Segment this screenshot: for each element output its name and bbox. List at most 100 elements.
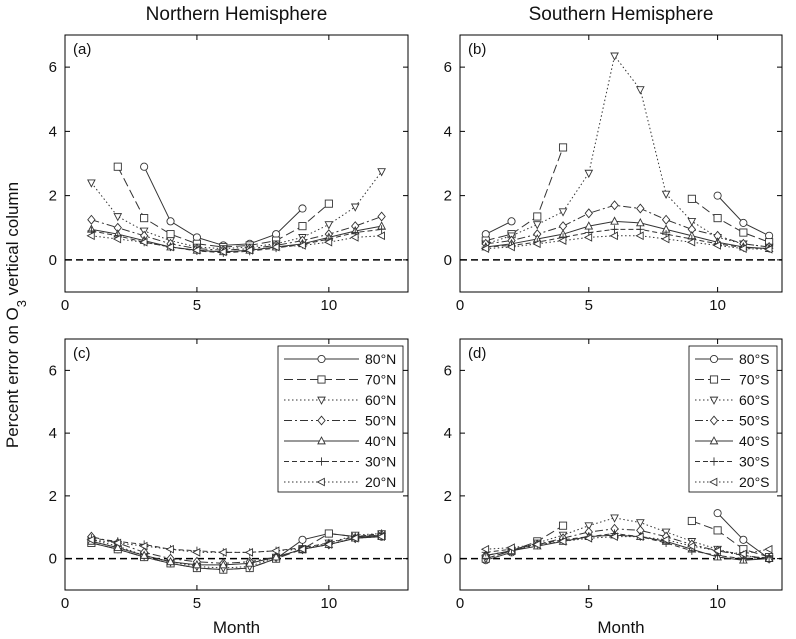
marker: [584, 522, 594, 531]
marker: [165, 544, 174, 554]
panel: Southern Hemisphere (b) 0 5 10 0 2 4 6: [444, 4, 783, 314]
y-tick-label: 4: [49, 123, 57, 140]
marker: [687, 217, 697, 227]
series-line: [485, 54, 770, 248]
marker: [139, 550, 149, 559]
panel-title: Northern Hemisphere: [146, 4, 328, 25]
marker: [218, 548, 227, 557]
y-tick-label: 6: [49, 362, 57, 379]
marker: [245, 558, 255, 567]
marker: [377, 211, 386, 222]
marker: [635, 532, 644, 542]
marker: [112, 234, 122, 244]
marker: [558, 521, 568, 530]
marker: [532, 221, 542, 230]
marker: [636, 225, 645, 234]
marker: [244, 548, 254, 557]
legend-label: 80°S: [739, 351, 770, 367]
panel: Northern Hemisphere (a) 0 5 10 0 2 4 6: [49, 4, 409, 314]
legend-marker: [709, 415, 719, 426]
marker: [113, 213, 123, 222]
y-tick-label: 0: [49, 252, 57, 269]
marker: [218, 559, 228, 569]
legend-marker: [709, 354, 719, 364]
y-axis-label: Percent error on O3 vertical column: [3, 182, 29, 448]
y-label-text: vertical column: [3, 182, 22, 300]
legend-marker: [317, 457, 326, 466]
marker: [166, 230, 175, 239]
marker: [635, 519, 645, 528]
marker: [687, 516, 696, 526]
marker: [480, 544, 490, 554]
marker: [609, 231, 618, 241]
x-tick-label: 5: [193, 297, 201, 314]
marker: [298, 535, 307, 544]
marker: [636, 203, 645, 214]
legend-label: 60°S: [739, 392, 770, 408]
marker: [323, 540, 333, 549]
marker: [610, 200, 619, 211]
marker: [713, 191, 722, 200]
marker: [87, 214, 96, 225]
marker: [324, 529, 333, 538]
marker: [661, 190, 671, 199]
legend-label: 70°S: [739, 372, 770, 388]
legend-box: [277, 345, 404, 493]
y-tick-label: 0: [444, 551, 452, 568]
marker: [687, 194, 696, 203]
legend-label: 40°N: [365, 433, 396, 449]
marker: [506, 543, 515, 552]
marker: [86, 231, 95, 241]
legend-label: 30°S: [739, 454, 770, 470]
marker: [350, 203, 360, 212]
series-line: [91, 228, 382, 254]
marker: [86, 535, 95, 545]
marker: [350, 233, 359, 242]
marker: [324, 199, 333, 208]
legend-marker: [317, 354, 326, 364]
y-tick-label: 0: [444, 252, 452, 269]
panel: (c) 0 5 10 0 2 4 6 Month 80°N 70°N 60°N 50°N 40°N 30°N…: [49, 338, 409, 637]
marker: [713, 214, 722, 223]
legend-marker: [317, 415, 326, 426]
legend-marker: [709, 436, 719, 445]
marker: [350, 533, 359, 543]
marker: [635, 86, 645, 95]
marker: [297, 241, 306, 250]
marker: [558, 537, 567, 546]
legend-label: 70°N: [365, 372, 396, 388]
legend-label: 40°S: [739, 433, 770, 449]
marker: [377, 225, 386, 234]
y-tick-label: 4: [444, 425, 452, 442]
series-line: [91, 533, 382, 553]
x-tick-label: 10: [709, 595, 726, 612]
panel-label: (c): [73, 345, 91, 362]
series-line: [90, 171, 383, 250]
y-tick-label: 4: [49, 425, 57, 442]
series-line: [91, 533, 382, 571]
legend: 80°S 70°S 60°S 50°S 40°S 30°S 20°S: [688, 345, 778, 493]
marker: [244, 245, 254, 255]
marker: [271, 546, 280, 556]
marker: [139, 237, 148, 247]
marker: [271, 242, 280, 252]
marker: [298, 222, 307, 231]
marker: [583, 533, 593, 543]
marker: [139, 541, 148, 551]
marker: [166, 217, 175, 226]
marker: [738, 244, 747, 253]
legend-box: [688, 345, 778, 493]
x-tick-label: 10: [709, 297, 726, 314]
x-tick-label: 0: [61, 595, 69, 612]
legend: 80°N 70°N 60°N 50°N 40°N 30°N 20°N: [277, 345, 404, 493]
plot-frame: [459, 34, 783, 293]
marker: [584, 208, 593, 219]
x-tick-label: 5: [193, 595, 201, 612]
legend-marker: [317, 375, 326, 384]
y-tick-label: 4: [444, 123, 452, 140]
marker: [635, 231, 644, 241]
series-line: [485, 235, 770, 250]
marker: [738, 549, 747, 559]
legend-marker: [317, 396, 326, 405]
series-line: [91, 225, 382, 253]
